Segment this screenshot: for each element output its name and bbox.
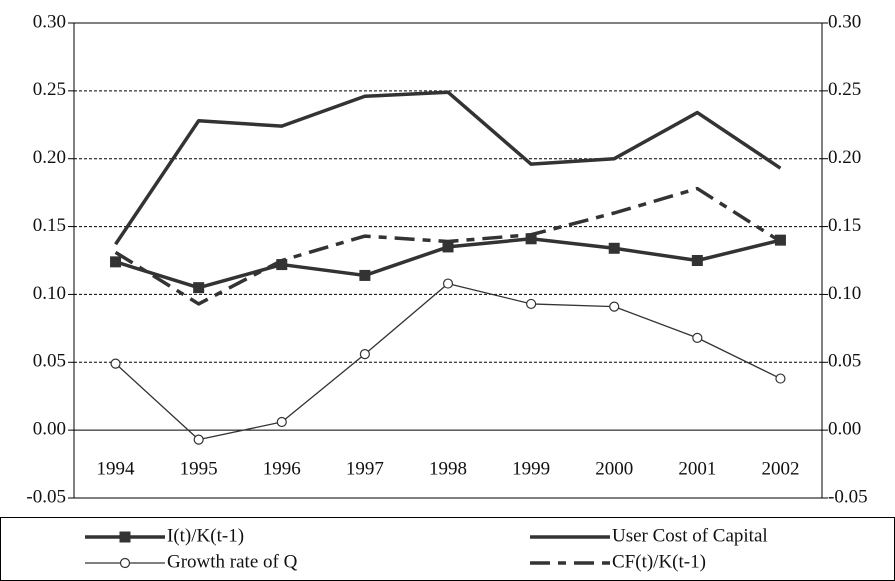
y2-tick-label: 0.10 <box>828 283 861 304</box>
x-tick-label: 2002 <box>761 458 799 479</box>
y-tick-label: -0.05 <box>26 486 66 507</box>
legend-label: User Cost of Capital <box>612 525 768 546</box>
square-marker <box>193 282 205 294</box>
square-marker <box>110 256 122 268</box>
square-marker <box>525 233 537 245</box>
x-tick-label: 1998 <box>429 458 467 479</box>
y-tick-label: 0.25 <box>33 79 66 100</box>
legend-box <box>0 517 895 581</box>
legend-label: I(t)/K(t-1) <box>167 525 244 546</box>
y-tick-label: 0.30 <box>33 11 66 32</box>
y2-tick-label: 0.00 <box>828 419 861 440</box>
y-tick-label: 0.15 <box>33 215 66 236</box>
square-marker <box>608 242 620 254</box>
x-tick-label: 1999 <box>512 458 550 479</box>
x-tick-label: 1995 <box>180 458 218 479</box>
y2-tick-label: -0.05 <box>828 486 868 507</box>
legend-label: Growth rate of Q <box>167 551 298 572</box>
square-marker <box>442 241 454 253</box>
circle-marker <box>359 349 370 360</box>
circle-marker <box>526 298 537 310</box>
plot-frame <box>73 22 823 499</box>
x-tick-label: 1996 <box>263 458 301 479</box>
y-tick-label: 0.20 <box>33 147 66 168</box>
y-tick-label: 0.10 <box>33 283 66 304</box>
square-marker <box>691 255 703 266</box>
y2-tick-label: 0.05 <box>828 351 861 372</box>
circle-marker <box>276 416 287 428</box>
series-line <box>115 282 781 441</box>
circle-marker <box>110 358 121 369</box>
circle-marker <box>692 332 703 343</box>
y2-tick-label: 0.20 <box>828 147 861 168</box>
circle-marker <box>609 301 620 312</box>
x-tick-label: 1997 <box>346 458 384 479</box>
y-tick-label: 0.00 <box>33 419 66 440</box>
x-tick-label: 2000 <box>595 458 633 479</box>
series-line <box>114 186 782 306</box>
y2-tick-label: 0.15 <box>828 215 861 236</box>
x-tick-label: 1994 <box>97 458 136 479</box>
legend-label: CF(t)/K(t-1) <box>612 551 706 572</box>
circle-marker <box>442 278 454 289</box>
circle-marker <box>119 557 131 569</box>
x-tick-label: 2001 <box>678 458 716 479</box>
circle-marker <box>775 373 786 384</box>
square-marker <box>359 269 371 281</box>
square-marker <box>276 259 288 271</box>
circle-marker <box>193 434 204 445</box>
square-marker <box>119 531 131 543</box>
y2-tick-label: 0.30 <box>828 11 861 32</box>
y2-tick-label: 0.25 <box>828 79 861 100</box>
series-line <box>114 90 782 246</box>
y-tick-label: 0.05 <box>33 351 66 372</box>
